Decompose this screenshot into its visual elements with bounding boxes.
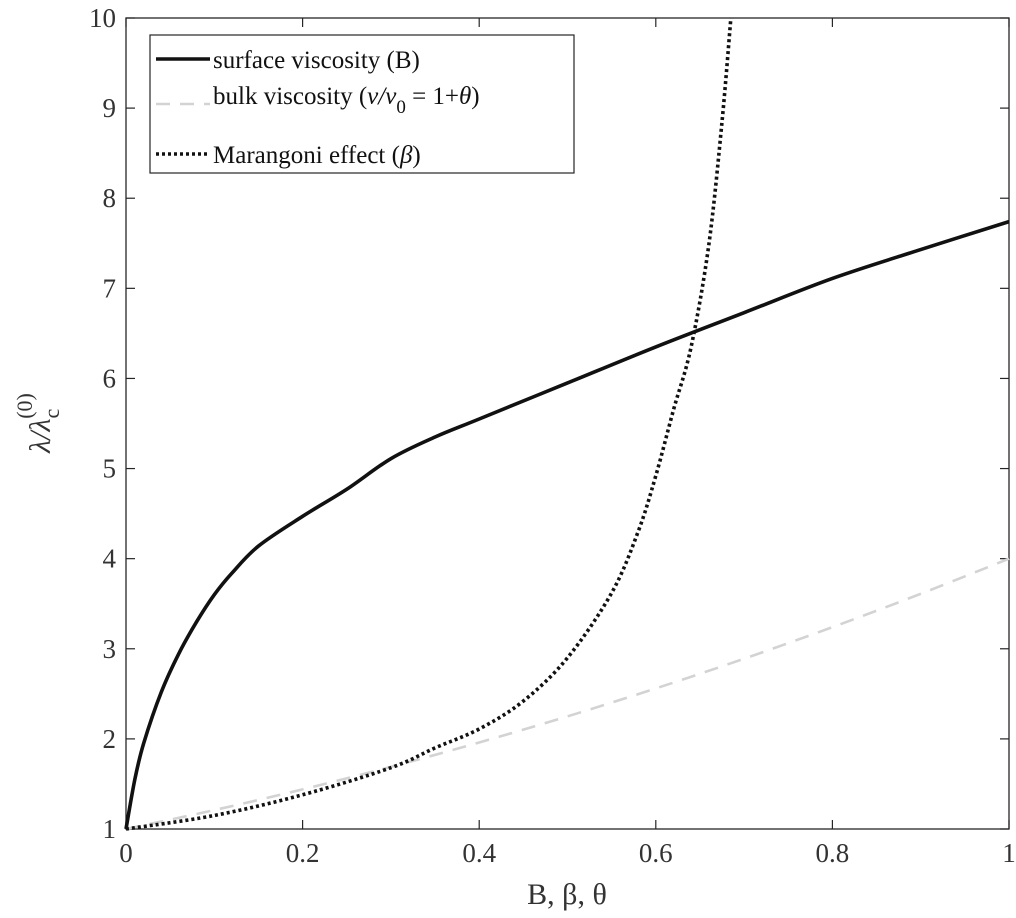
y-tick-label: 5 bbox=[103, 454, 117, 484]
x-tick-label: 1 bbox=[1002, 838, 1016, 868]
legend-box bbox=[149, 34, 575, 174]
axis-ticks: 0 0.2 0.4 0.6 0.8 1 1 2 3 4 5 6 7 8 9 10 bbox=[89, 3, 1016, 868]
legend-bulk-part-5: θ bbox=[459, 83, 471, 110]
y-tick-label: 4 bbox=[103, 544, 117, 574]
y-tick-label: 6 bbox=[103, 363, 117, 393]
legend-label-marangoni: Marangoni effect (β) bbox=[213, 142, 421, 169]
legend-bulk-part-6: ) bbox=[471, 83, 479, 110]
y-tick-label: 9 bbox=[103, 93, 117, 123]
y-tick-label: 3 bbox=[103, 634, 117, 664]
legend-bulk-part-1: bulk viscosity ( bbox=[213, 83, 367, 110]
y-tick-label: 2 bbox=[103, 724, 117, 754]
x-tick-label: 0 bbox=[119, 838, 133, 868]
series-marangoni bbox=[125, 17, 733, 831]
y-axis-label-sup: (0) bbox=[12, 393, 37, 419]
legend-marangoni-part-2: β bbox=[399, 142, 413, 169]
x-axis-label: B, β, θ bbox=[527, 878, 607, 911]
legend-bulk-part-3: 0 bbox=[396, 97, 406, 118]
legend: surface viscosity (B) bulk viscosity (ν/… bbox=[149, 34, 575, 174]
y-tick-label: 10 bbox=[89, 3, 116, 33]
x-tick-label: 0.6 bbox=[639, 838, 673, 868]
series-layer bbox=[124, 17, 1010, 831]
x-tick-label: 0.4 bbox=[462, 838, 496, 868]
series-bulk-viscosity bbox=[125, 557, 1010, 831]
y-tick-label: 8 bbox=[103, 183, 117, 213]
legend-bulk-part-4: = 1+ bbox=[406, 83, 459, 110]
x-tick-label: 0.8 bbox=[816, 838, 850, 868]
legend-marangoni-part-1: Marangoni effect ( bbox=[213, 142, 400, 169]
y-tick-label: 7 bbox=[103, 273, 117, 303]
y-axis-label-sub: c bbox=[39, 409, 64, 419]
x-tick-label: 0.2 bbox=[286, 838, 320, 868]
series-surface-viscosity bbox=[124, 219, 1010, 830]
y-axis-label-base: λ/λ bbox=[24, 419, 57, 454]
y-axis-label: λ/λc(0) bbox=[12, 393, 64, 454]
legend-bulk-part-2: ν/ν bbox=[367, 83, 397, 110]
legend-label-surface-viscosity: surface viscosity (B) bbox=[213, 47, 420, 74]
legend-marangoni-part-3: ) bbox=[412, 142, 420, 169]
y-tick-label: 1 bbox=[103, 814, 117, 844]
legend-label-bulk-viscosity: bulk viscosity (ν/ν0 = 1+θ) bbox=[213, 83, 480, 118]
